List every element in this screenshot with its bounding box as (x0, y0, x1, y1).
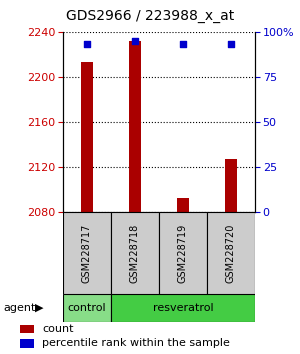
Bar (63, 212, 111, 294)
Text: agent: agent (3, 303, 35, 313)
Text: ▶: ▶ (35, 303, 43, 313)
Text: percentile rank within the sample: percentile rank within the sample (42, 338, 230, 348)
Point (133, 38, 137, 44)
Point (85, 42, 89, 47)
Point (229, 42, 233, 47)
Bar (63, 294, 111, 322)
Bar (111, 294, 255, 322)
Bar (177, 198, 189, 212)
Bar (129, 41, 141, 212)
Point (181, 42, 185, 47)
Bar (207, 212, 255, 294)
Text: GSM228719: GSM228719 (178, 223, 188, 283)
Text: GSM228720: GSM228720 (226, 223, 236, 283)
Text: GSM228718: GSM228718 (130, 223, 140, 283)
Bar (225, 159, 237, 212)
Bar (81, 62, 93, 212)
Text: GDS2966 / 223988_x_at: GDS2966 / 223988_x_at (66, 9, 234, 23)
Bar (20, 339, 34, 348)
Text: count: count (42, 324, 74, 334)
Bar (111, 212, 159, 294)
Text: GSM228717: GSM228717 (82, 223, 92, 283)
Text: resveratrol: resveratrol (153, 303, 213, 313)
Bar (20, 325, 34, 333)
Bar (159, 212, 207, 294)
Text: control: control (68, 303, 106, 313)
